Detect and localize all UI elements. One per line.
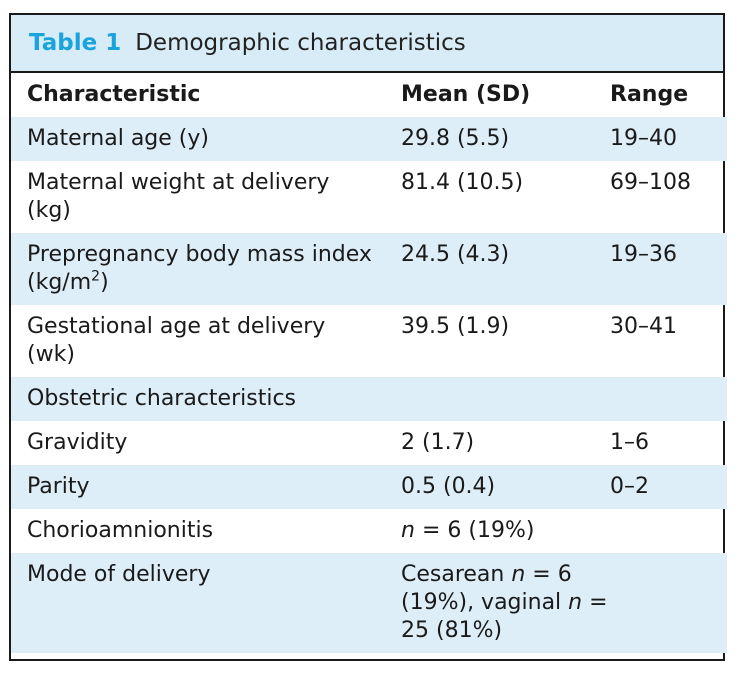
cell-mean-sd: 24.5 (4.3) [385, 233, 610, 305]
table-row: Prepregnancy body mass index (kg/m2) 24.… [11, 233, 727, 305]
demographics-table: Characteristic Mean (SD) Range Maternal … [11, 73, 727, 653]
superscript: 2 [91, 268, 101, 285]
cell-range: 0–2 [610, 465, 727, 509]
cell-range [610, 377, 727, 421]
n-symbol: n [401, 518, 415, 543]
cell-characteristic-main: Prepregnancy body mass index (kg/m [27, 242, 372, 295]
cell-characteristic: Prepregnancy body mass index (kg/m2) [11, 233, 385, 305]
cell-mean-sd [385, 377, 610, 421]
cell-mean-sd: Cesarean n = 6 (19%), vaginal n = 25 (81… [385, 553, 610, 653]
table-row: Chorioamnionitis n = 6 (19%) [11, 509, 727, 553]
table-row: Mode of delivery Cesarean n = 6 (19%), v… [11, 553, 727, 653]
cell-mean-sd-part-a: Cesarean [401, 562, 512, 587]
n-symbol: n [568, 590, 583, 615]
table-row: Gravidity 2 (1.7) 1–6 [11, 421, 727, 465]
cell-characteristic: Gravidity [27, 430, 128, 455]
demographics-table-frame: Table 1 Demographic characteristics Char… [9, 13, 727, 661]
cell-range: 19–40 [610, 117, 727, 161]
cell-mean-sd: 39.5 (1.9) [401, 314, 510, 339]
cell-characteristic: Gestational age at delivery (wk) [27, 314, 326, 367]
cell-mean-sd: 29.8 (5.5) [385, 117, 610, 161]
cell-mean-sd: 2 (1.7) [401, 430, 475, 455]
cell-range: 30–41 [610, 314, 677, 339]
table-row: Maternal age (y) 29.8 (5.5) 19–40 [11, 117, 727, 161]
table-row-section: Obstetric characteristics [11, 377, 727, 421]
header-row: Characteristic Mean (SD) Range [11, 73, 727, 117]
n-symbol: n [511, 562, 526, 587]
header-range: Range [610, 82, 689, 107]
cell-range: 69–108 [610, 170, 691, 195]
cell-mean-sd-part-c: = 25 (81%) [401, 590, 608, 643]
cell-characteristic: Parity [11, 465, 385, 509]
cell-mean-sd: 0.5 (0.4) [385, 465, 610, 509]
table-row: Maternal weight at delivery (kg) 81.4 (1… [11, 161, 727, 233]
table-number: Table 1 [29, 30, 122, 56]
cell-characteristic: Chorioamnionitis [27, 518, 214, 543]
cell-characteristic-end: ) [100, 270, 109, 295]
cell-characteristic: Maternal age (y) [11, 117, 385, 161]
cell-range [610, 509, 727, 553]
table-title: Demographic characteristics [135, 30, 466, 56]
cell-section-heading: Obstetric characteristics [11, 377, 385, 421]
cell-mean-sd: 81.4 (10.5) [401, 170, 524, 195]
header-mean-sd: Mean (SD) [401, 82, 531, 107]
header-characteristic: Characteristic [27, 82, 201, 107]
cell-mean-sd-part-b: = 6 (19%), vaginal [401, 562, 572, 615]
cell-range [610, 553, 727, 653]
cell-range: 1–6 [610, 430, 649, 455]
cell-characteristic: Maternal weight at delivery (kg) [27, 170, 330, 223]
table-row: Gestational age at delivery (wk) 39.5 (1… [11, 305, 727, 377]
cell-mean-sd: n = 6 (19%) [385, 509, 610, 553]
table-row: Parity 0.5 (0.4) 0–2 [11, 465, 727, 509]
cell-range: 19–36 [610, 233, 727, 305]
table-caption: Table 1 Demographic characteristics [11, 15, 723, 73]
cell-characteristic: Mode of delivery [11, 553, 385, 653]
cell-mean-sd-rest: = 6 (19%) [414, 518, 535, 543]
